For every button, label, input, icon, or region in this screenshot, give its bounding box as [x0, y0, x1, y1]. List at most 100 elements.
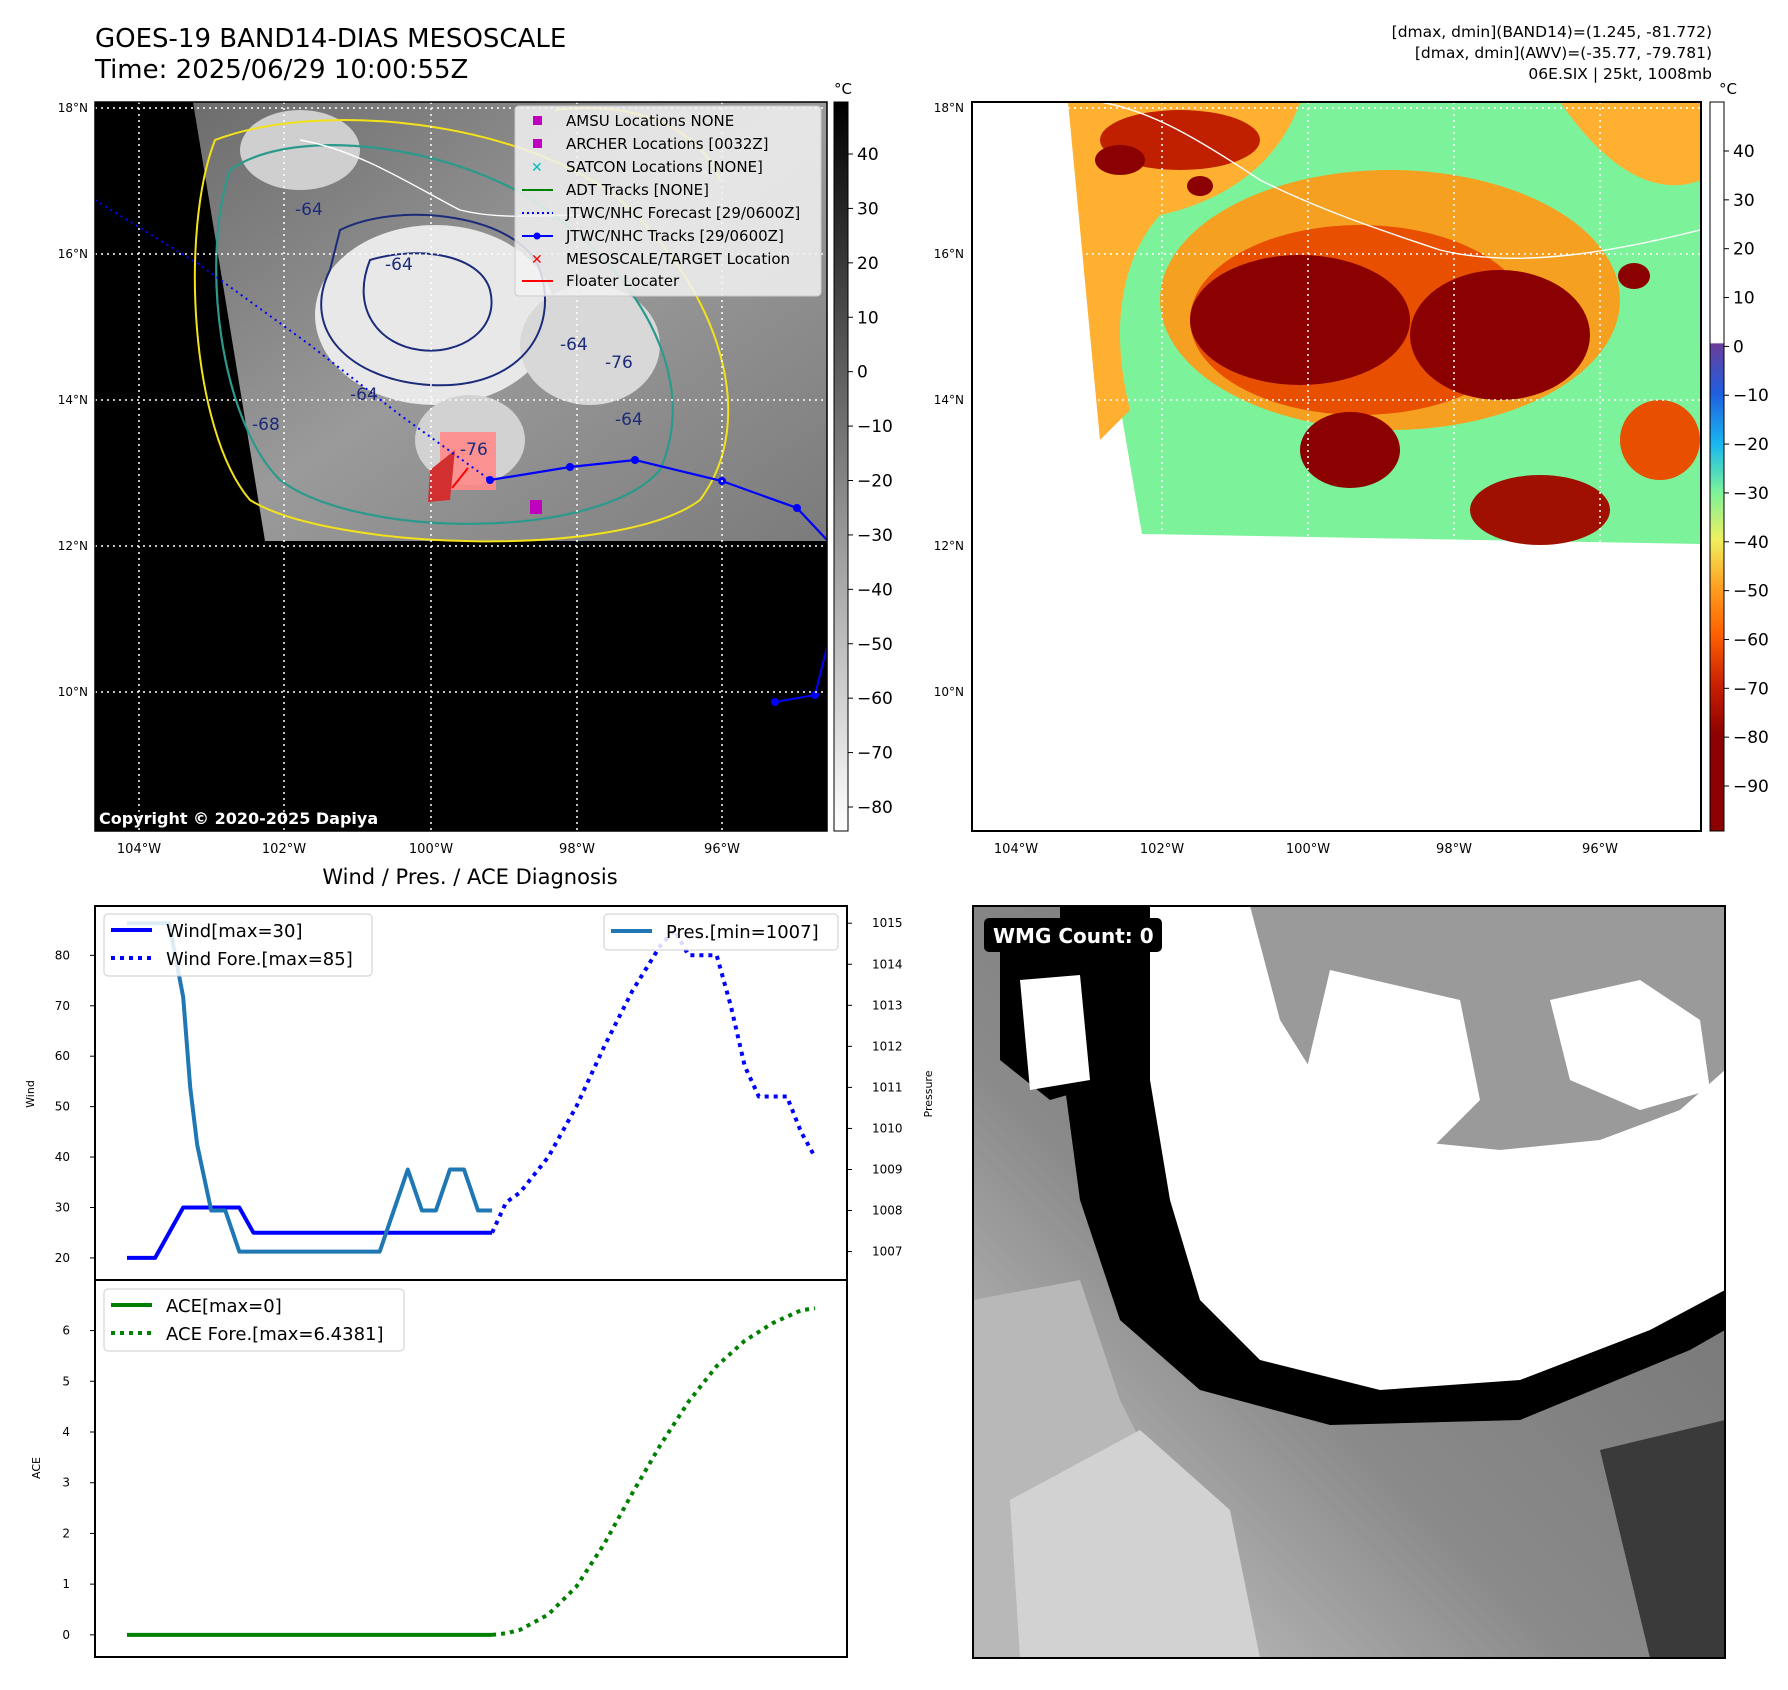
archer-location-marker	[530, 500, 542, 514]
ace-tick-label: 1	[62, 1577, 70, 1591]
color-colorbar-tick-label: 40	[1733, 142, 1755, 162]
wind-axis-label: Wind	[24, 1080, 37, 1108]
lon-label: 102°W	[262, 842, 306, 857]
lon-label: 102°W	[1140, 842, 1184, 857]
copyright-text: Copyright © 2020-2025 Dapiya	[99, 809, 378, 828]
gray-colorbar	[833, 101, 849, 832]
gray-colorbar-tick-label: −30	[857, 526, 893, 546]
gray-colorbar-tick-label: 10	[857, 308, 879, 328]
stats-storm: 06E.SIX | 25kt, 1008mb	[1528, 65, 1712, 83]
legend-satcon: SATCON Locations [NONE]	[566, 158, 763, 176]
color-colorbar-tick-label: −90	[1733, 777, 1769, 797]
contour-label: -68	[252, 415, 280, 435]
color-colorbar-tick-label: −10	[1733, 386, 1769, 406]
lon-label: 100°W	[1286, 842, 1330, 857]
color-colorbar-tick-label: −60	[1733, 630, 1769, 650]
figure-title: GOES-19 BAND14-DIAS MESOSCALE Time: 2025…	[95, 24, 566, 86]
ace-tick-label: 6	[62, 1324, 70, 1338]
wind-tick-label: 60	[55, 1049, 70, 1063]
pressure-axis-label: Pressure	[922, 1070, 935, 1117]
lat-label: 16°N	[934, 247, 964, 261]
wmg-panel: WMG Count: 0	[972, 905, 1726, 1659]
legend-amsu: AMSU Locations NONE	[566, 112, 734, 130]
ace-tick-label: 3	[62, 1476, 70, 1490]
gray-colorbar-tick-label: −20	[857, 472, 893, 492]
gray-colorbar-tick-label: −50	[857, 635, 893, 655]
ace-legend: ACE[max=0] ACE Fore.[max=6.4381]	[103, 1288, 405, 1352]
lat-label: 10°N	[934, 685, 964, 699]
wind-forecast-line	[490, 928, 817, 1234]
ace-series-group	[127, 1306, 816, 1637]
legend-adt: ADT Tracks [NONE]	[566, 181, 709, 199]
contour-label: -76	[605, 353, 633, 373]
stats-block: [dmax, dmin](BAND14)=(1.245, -81.772) [d…	[1392, 22, 1712, 85]
awv-map-gridlines	[972, 102, 1701, 831]
lat-label: 14°N	[58, 393, 88, 407]
wind-series-group	[127, 921, 817, 1260]
pressure-tick-label: 1015	[872, 916, 903, 930]
gray-colorbar-tick-label: 40	[857, 145, 879, 165]
cold-cloud-east	[520, 285, 660, 405]
lon-label: 104°W	[994, 842, 1038, 857]
color-colorbar-tick-label: −40	[1733, 533, 1769, 553]
stats-band14: [dmax, dmin](BAND14)=(1.245, -81.772)	[1391, 23, 1712, 41]
contour-label: -64	[615, 410, 643, 430]
ace-chart: 0 1 2 3 4 5 6 ACE ACE[max=0] ACE Fore.[max=6.4…	[30, 1279, 848, 1658]
legend-ace-fore: ACE Fore.[max=6.4381]	[166, 1324, 384, 1345]
cold-core-east	[1410, 270, 1590, 400]
ace-axis-ticks: 0 1 2 3 4 5 6	[62, 1324, 95, 1642]
gray-colorbar-tick-label: −10	[857, 417, 893, 437]
coastline	[1099, 102, 1701, 259]
wind-tick-label: 70	[55, 999, 70, 1013]
legend-wind: Wind[max=30]	[166, 921, 303, 942]
color-colorbar-tick-label: −30	[1733, 484, 1769, 504]
cold-cloud-north	[240, 110, 360, 190]
contour-label: -76	[460, 440, 488, 460]
pressure-tick-label: 1010	[872, 1121, 903, 1135]
pressure-tick-label: 1013	[872, 998, 903, 1012]
color-colorbar-tick-label: 0	[1733, 337, 1744, 357]
gray-colorbar-tick-label: −40	[857, 580, 893, 600]
wind-tick-label: 80	[55, 948, 70, 962]
svg-text:✕: ✕	[531, 252, 543, 268]
gray-colorbar-tick-label: 30	[857, 199, 879, 219]
legend-floater: Floater Locater	[566, 272, 680, 290]
ace-forecast-line	[491, 1306, 816, 1637]
cold-core-south	[1300, 412, 1400, 488]
lon-label: 98°W	[1436, 842, 1472, 857]
wind-tick-label: 30	[55, 1200, 70, 1214]
wmg-count-label: WMG Count: 0	[993, 924, 1154, 948]
contour-neg40	[215, 144, 674, 525]
wind-axis-ticks: 20 30 40 50 60 70 80	[55, 948, 95, 1265]
wind-tick-label: 40	[55, 1150, 70, 1164]
legend-ace: ACE[max=0]	[166, 1296, 282, 1317]
ace-tick-label: 2	[62, 1526, 70, 1540]
pressure-tick-label: 1009	[872, 1162, 903, 1176]
title-product: GOES-19 BAND14-DIAS MESOSCALE	[95, 24, 567, 54]
contour-label: -64	[350, 385, 378, 405]
pressure-legend: Pres.[min=1007]	[603, 913, 839, 951]
floater-region	[428, 450, 455, 502]
pressure-line	[127, 921, 493, 1254]
gray-colorbar-tick-label: −70	[857, 744, 893, 764]
color-colorbar-tick-label: −20	[1733, 435, 1769, 455]
wind-legend: Wind[max=30] Wind Fore.[max=85]	[103, 913, 373, 977]
pressure-tick-label: 1012	[872, 1039, 903, 1053]
lat-label: 14°N	[934, 393, 964, 407]
ace-tick-label: 4	[62, 1425, 70, 1439]
legend-forecast: JTWC/NHC Forecast [29/0600Z]	[565, 204, 800, 222]
pressure-tick-label: 1011	[872, 1080, 903, 1094]
legend-target: MESOSCALE/TARGET Location	[566, 250, 790, 268]
legend-tracks: JTWC/NHC Tracks [29/0600Z]	[565, 227, 784, 245]
title-time: Time: 2025/06/29 10:00:55Z	[95, 55, 469, 85]
lat-label: 18°N	[58, 101, 88, 115]
lon-label: 104°W	[117, 842, 161, 857]
ace-tick-label: 5	[62, 1374, 70, 1388]
cold-cloud-core	[315, 225, 555, 405]
pressure-axis-ticks: 1007 1008 1009 1010 1011 1012 1013 1014 1015	[847, 916, 903, 1259]
gray-colorbar-tick-label: 20	[857, 254, 879, 274]
awv-map-panel: 18°N 16°N 14°N 12°N 10°N 104°W 102°W 100…	[934, 80, 1769, 857]
gray-colorbar-tick-label: −80	[857, 798, 893, 818]
color-colorbar-tick-label: −50	[1733, 582, 1769, 602]
stats-awv: [dmax, dmin](AWV)=(-35.77, -79.781)	[1414, 44, 1712, 62]
